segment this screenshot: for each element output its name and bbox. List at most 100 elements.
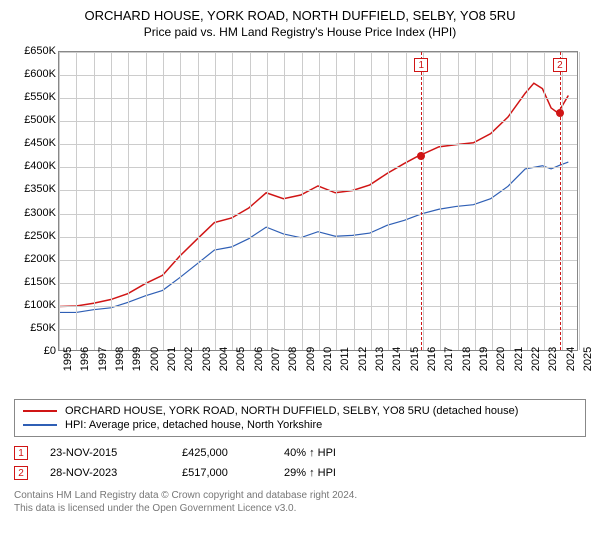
gridline-vertical [163, 52, 164, 350]
y-axis-label: £650K [12, 45, 56, 57]
x-axis-label: 2011 [339, 347, 351, 371]
gridline-vertical [76, 52, 77, 350]
x-axis-label: 2002 [183, 347, 195, 371]
gridline-horizontal [59, 52, 577, 53]
gridline-horizontal [59, 329, 577, 330]
gridline-vertical [510, 52, 511, 350]
y-axis-label: £450K [12, 137, 56, 149]
x-axis-label: 2022 [530, 347, 542, 371]
transaction-price: £517,000 [182, 467, 262, 479]
footer-attribution: Contains HM Land Registry data © Crown c… [14, 489, 586, 515]
x-axis-label: 1995 [62, 347, 74, 371]
x-axis-label: 2012 [357, 347, 369, 371]
x-axis-label: 2007 [270, 347, 282, 371]
gridline-vertical [267, 52, 268, 350]
marker-vline [560, 52, 561, 350]
gridline-horizontal [59, 260, 577, 261]
gridline-horizontal [59, 144, 577, 145]
y-axis-label: £600K [12, 68, 56, 80]
marker-vline [421, 52, 422, 350]
y-axis-label: £100K [12, 299, 56, 311]
transaction-marker: 1 [14, 446, 28, 460]
gridline-vertical [458, 52, 459, 350]
gridline-vertical [94, 52, 95, 350]
gridline-vertical [215, 52, 216, 350]
x-axis-label: 2025 [582, 347, 594, 371]
gridline-vertical [423, 52, 424, 350]
x-axis-label: 2001 [166, 347, 178, 371]
gridline-vertical [544, 52, 545, 350]
x-axis-label: 2016 [426, 347, 438, 371]
x-axis-label: 2024 [565, 347, 577, 371]
x-axis-label: 2006 [253, 347, 265, 371]
chart-title-line2: Price paid vs. HM Land Registry's House … [10, 25, 590, 39]
x-axis-label: 2010 [322, 347, 334, 371]
y-axis-label: £50K [12, 322, 56, 334]
gridline-vertical [475, 52, 476, 350]
legend-box: ORCHARD HOUSE, YORK ROAD, NORTH DUFFIELD… [14, 399, 586, 437]
marker-dot-1 [417, 152, 425, 160]
marker-dot-2 [556, 109, 564, 117]
footer-line1: Contains HM Land Registry data © Crown c… [14, 489, 586, 502]
transaction-date: 28-NOV-2023 [50, 467, 160, 479]
legend-row: ORCHARD HOUSE, YORK ROAD, NORTH DUFFIELD… [23, 404, 577, 418]
gridline-vertical [232, 52, 233, 350]
gridline-vertical [354, 52, 355, 350]
x-axis-label: 2003 [201, 347, 213, 371]
gridline-vertical [284, 52, 285, 350]
gridline-vertical [492, 52, 493, 350]
legend-swatch [23, 424, 57, 426]
chart-title-line1: ORCHARD HOUSE, YORK ROAD, NORTH DUFFIELD… [10, 8, 590, 23]
x-axis-label: 2013 [374, 347, 386, 371]
x-axis-label: 2000 [149, 347, 161, 371]
x-axis-label: 2005 [235, 347, 247, 371]
y-axis-label: £300K [12, 207, 56, 219]
gridline-vertical [319, 52, 320, 350]
gridline-vertical [250, 52, 251, 350]
gridline-vertical [180, 52, 181, 350]
gridline-horizontal [59, 98, 577, 99]
y-axis-label: £150K [12, 276, 56, 288]
x-axis-label: 2008 [287, 347, 299, 371]
legend-label: ORCHARD HOUSE, YORK ROAD, NORTH DUFFIELD… [65, 405, 518, 417]
gridline-vertical [59, 52, 60, 350]
gridline-vertical [579, 52, 580, 350]
gridline-vertical [146, 52, 147, 350]
transaction-marker: 2 [14, 466, 28, 480]
x-axis-label: 1998 [114, 347, 126, 371]
x-axis-label: 2014 [391, 347, 403, 371]
x-axis-label: 2023 [547, 347, 559, 371]
gridline-horizontal [59, 283, 577, 284]
x-axis-label: 1996 [79, 347, 91, 371]
gridline-vertical [562, 52, 563, 350]
x-axis-label: 2015 [409, 347, 421, 371]
x-axis-label: 2018 [461, 347, 473, 371]
gridline-horizontal [59, 75, 577, 76]
x-axis-label: 2017 [443, 347, 455, 371]
x-axis-label: 1997 [97, 347, 109, 371]
y-axis-label: £350K [12, 183, 56, 195]
gridline-vertical [128, 52, 129, 350]
gridline-vertical [336, 52, 337, 350]
gridline-vertical [406, 52, 407, 350]
gridline-vertical [388, 52, 389, 350]
y-axis-label: £250K [12, 230, 56, 242]
x-axis-label: 2020 [495, 347, 507, 371]
x-axis-label: 2004 [218, 347, 230, 371]
gridline-vertical [371, 52, 372, 350]
gridline-horizontal [59, 214, 577, 215]
transaction-diff: 29% ↑ HPI [284, 467, 336, 479]
marker-box-1: 1 [414, 58, 428, 72]
footer-line2: This data is licensed under the Open Gov… [14, 502, 586, 515]
chart-container: 12 £0£50K£100K£150K£200K£250K£300K£350K£… [10, 45, 590, 395]
legend-row: HPI: Average price, detached house, Nort… [23, 418, 577, 432]
gridline-vertical [198, 52, 199, 350]
y-axis-label: £550K [12, 91, 56, 103]
legend-swatch [23, 410, 57, 412]
gridline-horizontal [59, 121, 577, 122]
transaction-row: 123-NOV-2015£425,00040% ↑ HPI [14, 443, 586, 463]
x-axis-label: 2021 [513, 347, 525, 371]
gridline-horizontal [59, 167, 577, 168]
x-axis-label: 2019 [478, 347, 490, 371]
y-axis-label: £200K [12, 253, 56, 265]
